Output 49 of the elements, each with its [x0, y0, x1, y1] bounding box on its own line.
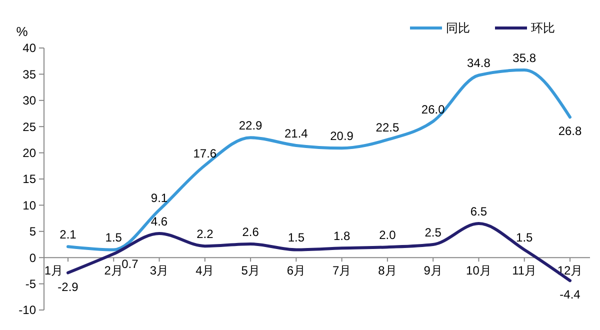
- x-tick-label: 10月: [466, 264, 492, 278]
- y-tick-label: 0: [29, 250, 36, 265]
- data-label: -2.9: [58, 280, 79, 294]
- y-tick-label: 25: [22, 120, 36, 134]
- x-tick-label: 4月: [196, 264, 214, 278]
- legend-label: 同比: [446, 21, 470, 36]
- data-label: 0.7: [122, 256, 139, 271]
- data-label: 22.9: [238, 118, 263, 133]
- y-axis-title: %: [16, 24, 28, 39]
- data-label: 2.0: [379, 228, 396, 242]
- data-label: 26.0: [421, 102, 446, 116]
- x-tick-label: 6月: [286, 264, 306, 278]
- data-label: 17.6: [193, 146, 217, 160]
- data-label: 2.2: [196, 227, 214, 242]
- data-label: 26.8: [558, 124, 582, 138]
- data-label: 1.5: [516, 230, 534, 245]
- y-tick-label: 10: [22, 198, 36, 212]
- x-tick-label: 5月: [241, 264, 260, 278]
- x-tick-label: 2月: [104, 264, 123, 278]
- data-label: 9.1: [150, 190, 168, 205]
- data-label: 21.4: [284, 126, 308, 140]
- data-label: 2.1: [60, 228, 77, 242]
- data-label: 1.8: [333, 229, 350, 244]
- data-label: 1.5: [105, 230, 122, 245]
- y-tick-label: -10: [18, 303, 36, 318]
- y-tick-label: -5: [25, 277, 36, 291]
- data-label: 1.5: [288, 230, 305, 245]
- data-label: 6.5: [470, 204, 488, 219]
- x-tick-label: 3月: [150, 264, 169, 278]
- data-label: 4.6: [150, 214, 168, 228]
- x-tick-label: 11月: [512, 264, 537, 278]
- data-label: 2.5: [424, 226, 442, 240]
- y-tick-label: 30: [22, 94, 36, 108]
- data-label: 34.8: [467, 56, 491, 70]
- data-label: 22.5: [376, 120, 400, 135]
- y-tick-label: 15: [22, 172, 36, 186]
- x-tick-label: 8月: [378, 264, 397, 278]
- y-tick-label: 5: [29, 224, 36, 239]
- data-label: 35.8: [512, 51, 536, 66]
- x-tick-label: 7月: [332, 264, 352, 278]
- y-tick-label: 40: [22, 41, 36, 56]
- legend-label: 环比: [531, 21, 555, 36]
- data-label: 20.9: [330, 129, 354, 144]
- data-label: 2.6: [242, 224, 260, 239]
- x-tick-label: 1月: [44, 264, 63, 278]
- y-tick-label: 20: [22, 146, 36, 160]
- y-tick-label: 35: [22, 67, 36, 82]
- data-label: -4.4: [560, 288, 581, 302]
- x-tick-label: 9月: [424, 264, 442, 278]
